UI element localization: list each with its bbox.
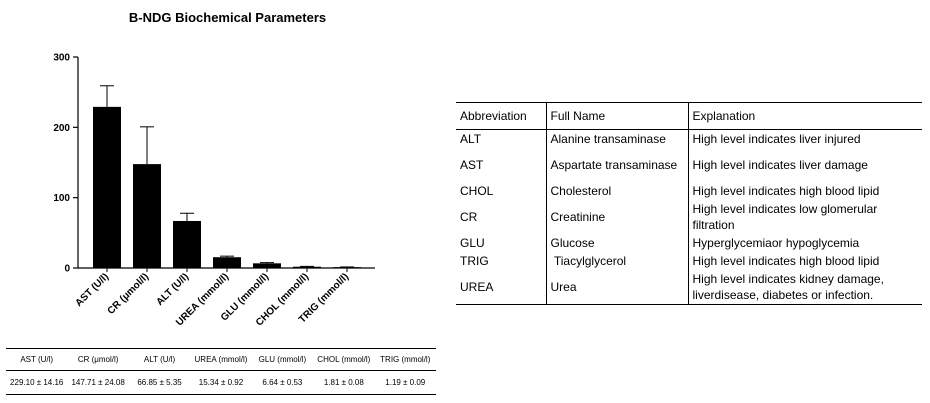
abbreviation-cell: GLU xyxy=(460,236,485,250)
y-tick-label: 200 xyxy=(53,123,70,134)
explanation-cell: High level indicates low glomerular filt… xyxy=(687,200,922,234)
values-table-value-cell: 1.19 ± 0.09 xyxy=(385,378,426,387)
explanation-cell: Hyperglycemiaor hypoglycemia xyxy=(687,234,922,252)
y-tick-label: 300 xyxy=(53,53,70,64)
bar xyxy=(333,267,361,268)
bar xyxy=(213,257,241,268)
header-explanation: Explanation xyxy=(687,102,922,130)
bar xyxy=(293,266,321,268)
y-tick-label: 0 xyxy=(64,264,70,275)
values-table-header-cell: ALT (U/l) xyxy=(128,348,191,371)
values-table-header-cell: TRIG (mmol/l) xyxy=(374,348,436,371)
bar xyxy=(173,220,201,268)
values-table-value-cell: 66.85 ± 5.35 xyxy=(137,378,182,387)
header-full-name: Full Name xyxy=(545,102,688,130)
values-table-value-cell: 147.71 ± 24.08 xyxy=(71,378,125,387)
full-name-cell: Cholesterol xyxy=(545,182,688,200)
abbreviation-row: AST Aspartate transaminase High level indi… xyxy=(456,148,922,182)
values-table-header-row: AST (U/l) CR (μmol/l) ALT (U/l) UREA (mmol/… xyxy=(6,348,436,371)
explanation-cell: High level indicates liver injured xyxy=(687,129,922,148)
x-tick-label: ALT (U/l) xyxy=(154,271,191,308)
x-tick-label: CR (μmol/l) xyxy=(106,271,151,316)
values-table-value-cell: 1.81 ± 0.08 xyxy=(323,378,364,387)
abbreviation-row: ALT Alanine transaminase High level indica… xyxy=(456,129,922,148)
full-name-cell: Tiacylglycerol xyxy=(545,252,688,270)
abbreviation-row: CR Creatinine High level indicates low glo… xyxy=(456,200,922,234)
abbreviation-cell: TRIG xyxy=(460,254,489,268)
bar xyxy=(93,106,121,268)
abbreviation-table-header-row: Abbreviation Full Name Explanation xyxy=(456,102,922,130)
full-name-cell: Glucose xyxy=(545,234,688,252)
chart-title: B-NDG Biochemical Parameters xyxy=(128,10,327,25)
abbreviation-cell: UREA xyxy=(460,280,494,294)
explanation-cell: High level indicates kidney damage, live… xyxy=(687,270,922,305)
values-table-value-row: 229.10 ± 14.16 147.71 ± 24.08 66.85 ± 5.35… xyxy=(6,371,436,395)
y-tick-label: 100 xyxy=(53,193,70,204)
abbreviation-cell: CHOL xyxy=(460,184,494,198)
bar xyxy=(133,164,161,268)
explanation-cell: High level indicates high blood lipid xyxy=(687,182,922,200)
values-table: AST (U/l) CR (μmol/l) ALT (U/l) UREA (mmol/… xyxy=(6,348,436,395)
values-table-value-cell: 229.10 ± 14.16 xyxy=(10,378,64,387)
values-table-header-cell: GLU (mmol/l) xyxy=(251,348,314,371)
values-table-header-cell: CR (μmol/l) xyxy=(67,348,129,371)
values-table-value-cell: 15.34 ± 0.92 xyxy=(198,378,244,387)
full-name-cell: Urea xyxy=(545,270,688,305)
explanation-cell: High level indicates liver damage xyxy=(687,148,922,182)
values-table-header-cell: UREA (mmol/l) xyxy=(190,348,252,371)
values-table-header-cell: CHOL (mmol/l) xyxy=(313,348,375,371)
full-name-cell: Alanine transaminase xyxy=(545,129,688,148)
bar xyxy=(253,263,281,268)
abbreviation-row: TRIG Tiacylglycerol High level indicates … xyxy=(456,252,922,270)
abbreviation-cell: CR xyxy=(460,210,478,224)
abbreviation-table: Abbreviation Full Name Explanation ALT Al… xyxy=(456,102,922,305)
full-name-cell: Creatinine xyxy=(545,200,688,234)
abbreviation-row: GLU Glucose Hyperglycemiaor hypoglycemia xyxy=(456,234,922,252)
header-abbreviation: Abbreviation xyxy=(456,102,546,130)
x-tick-label: AST (U/l) xyxy=(73,271,111,309)
values-table-header-cell: AST (U/l) xyxy=(6,348,68,371)
values-table-value-cell: 6.64 ± 0.53 xyxy=(262,378,303,387)
explanation-cell: High level indicates high blood lipid xyxy=(687,252,922,270)
abbreviation-cell: ALT xyxy=(460,132,482,146)
abbreviation-row: CHOL Cholesterol High level indicates high… xyxy=(456,182,922,200)
abbreviation-row: UREA Urea High level indicates kidney dama… xyxy=(456,270,922,305)
full-name-cell: Aspartate transaminase xyxy=(545,148,688,182)
abbreviation-cell: AST xyxy=(460,158,484,172)
